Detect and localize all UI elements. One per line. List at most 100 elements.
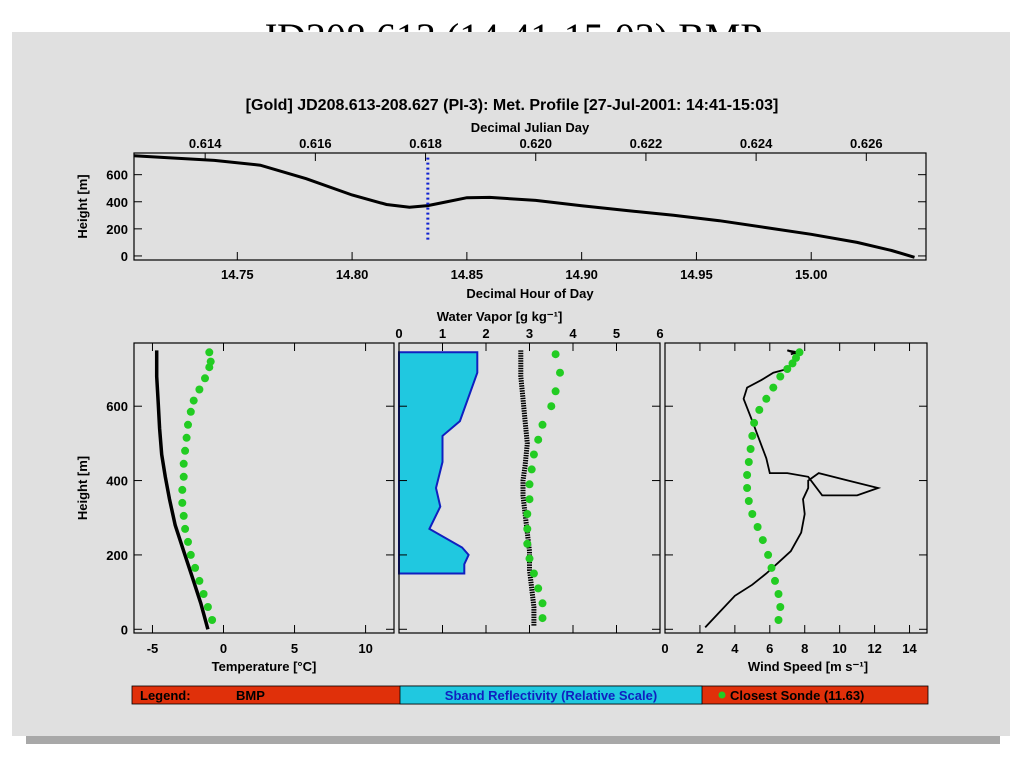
- bmp-water-vapor-line: [518, 350, 537, 626]
- y-tick-label: 400: [106, 195, 128, 210]
- sonde-temperature-point: [181, 524, 190, 533]
- x-tick-label: 12: [867, 641, 881, 656]
- sonde-wind-point: [762, 394, 771, 403]
- x-tick-label: 14.95: [680, 267, 713, 282]
- sonde-wind-point: [764, 550, 773, 559]
- sonde-wind-point: [753, 523, 762, 531]
- sonde-wind-point: [744, 497, 753, 505]
- sonde-temperature-point: [191, 563, 200, 572]
- sonde-temperature-point: [179, 472, 188, 481]
- sonde-wind-point: [776, 603, 785, 611]
- x-top-tick-label: 0.620: [519, 136, 552, 151]
- y-tick-label: 600: [106, 399, 128, 414]
- x-axis-label: Water Vapor [g kg⁻¹]: [437, 309, 563, 324]
- y-tick-label: 400: [106, 474, 128, 489]
- sonde-temperature-point: [186, 550, 195, 559]
- height-line: [133, 154, 915, 259]
- sonde-water-vapor-point: [556, 368, 564, 377]
- sonde-wind-point: [767, 563, 776, 572]
- sonde-temperature-point: [179, 459, 188, 468]
- bmp-wind-line: [704, 349, 882, 629]
- sonde-temperature-point: [205, 348, 214, 357]
- wind-frame: [664, 342, 928, 634]
- sonde-wind-point: [743, 484, 752, 492]
- sonde-temperature-point: [195, 385, 204, 394]
- sonde-water-vapor-point: [527, 465, 536, 474]
- sonde-water-vapor-point: [525, 495, 534, 504]
- x-tick-label: 8: [801, 641, 808, 656]
- sonde-temperature-point: [184, 420, 192, 429]
- sonde-wind-point: [771, 576, 779, 585]
- sonde-water-vapor-point: [529, 569, 538, 578]
- sonde-temperature-point: [186, 407, 195, 416]
- sonde-temperature-point: [195, 576, 204, 585]
- timeseries-frame: [133, 152, 927, 261]
- sonde-temperature-point: [208, 616, 217, 624]
- sonde-temperature-point: [201, 374, 209, 383]
- x-tick-label: 6: [656, 326, 663, 341]
- x-tick-label: 1: [439, 326, 446, 341]
- x-tick-label: 14.80: [336, 267, 369, 282]
- sonde-wind-point: [750, 418, 759, 427]
- sonde-water-vapor-point: [523, 539, 532, 548]
- x-tick-label: 15.00: [795, 267, 828, 282]
- x-axis-label: Decimal Hour of Day: [466, 286, 594, 301]
- chart-panel: [12, 32, 1010, 736]
- x-tick-label: 5: [291, 641, 298, 656]
- sonde-water-vapor-point: [523, 524, 532, 533]
- sonde-wind-point: [774, 590, 783, 598]
- sonde-temperature-point: [203, 603, 212, 611]
- sonde-wind-point: [748, 510, 757, 518]
- x-top-tick-label: 0.616: [299, 136, 332, 151]
- sonde-water-vapor-point: [538, 599, 547, 608]
- x-top-axis-label: Decimal Julian Day: [471, 120, 590, 135]
- sonde-wind-point: [783, 365, 792, 373]
- x-top-tick-label: 0.626: [850, 136, 883, 151]
- x-axis-label: Temperature [°C]: [212, 659, 317, 674]
- x-tick-label: -5: [147, 641, 159, 656]
- sonde-water-vapor-point: [529, 450, 538, 459]
- x-tick-label: 3: [526, 326, 533, 341]
- x-tick-label: 2: [696, 641, 703, 656]
- sonde-wind-point: [758, 536, 767, 545]
- sonde-temperature-point: [199, 590, 208, 598]
- legend-sband-box: [399, 685, 703, 705]
- sonde-wind-point: [743, 471, 752, 479]
- x-tick-label: 4: [731, 641, 739, 656]
- temperature-frame: [133, 342, 395, 634]
- x-axis-label: Wind Speed [m s⁻¹]: [748, 659, 868, 674]
- sonde-temperature-point: [189, 396, 198, 405]
- sonde-water-vapor-point: [547, 402, 556, 411]
- x-tick-label: 14: [902, 641, 917, 656]
- sonde-water-vapor-point: [525, 554, 534, 563]
- y-tick-label: 0: [121, 622, 128, 637]
- sonde-temperature-point: [181, 446, 190, 455]
- sonde-water-vapor-point: [551, 387, 560, 396]
- x-tick-label: 4: [569, 326, 577, 341]
- legend-sonde-marker: [718, 691, 726, 699]
- sonde-wind-point: [748, 431, 757, 440]
- legend-sonde-label: Closest Sonde (11.63): [730, 688, 864, 703]
- bmp-temperature-line: [154, 350, 210, 630]
- sonde-temperature-point: [178, 498, 187, 507]
- x-tick-label: 2: [482, 326, 489, 341]
- sonde-wind-point: [744, 458, 753, 466]
- x-tick-label: 10: [832, 641, 846, 656]
- sonde-water-vapor-point: [538, 614, 547, 623]
- sonde-water-vapor-point: [534, 584, 543, 593]
- sonde-water-vapor-point: [523, 510, 532, 518]
- sonde-temperature-point: [178, 485, 187, 494]
- x-tick-label: 14.85: [451, 267, 484, 282]
- legend-prefix: Legend:: [140, 688, 191, 703]
- sonde-wind-point: [755, 405, 764, 414]
- sonde-water-vapor-point: [525, 480, 534, 489]
- sonde-wind-point: [774, 616, 783, 624]
- sonde-wind-point: [746, 445, 755, 453]
- sonde-temperature-point: [184, 537, 192, 546]
- x-tick-label: 14.90: [565, 267, 598, 282]
- sonde-water-vapor-point: [534, 435, 543, 444]
- x-tick-label: 0: [661, 641, 668, 656]
- y-axis-label: Height [m]: [75, 174, 90, 238]
- y-tick-label: 0: [121, 249, 128, 264]
